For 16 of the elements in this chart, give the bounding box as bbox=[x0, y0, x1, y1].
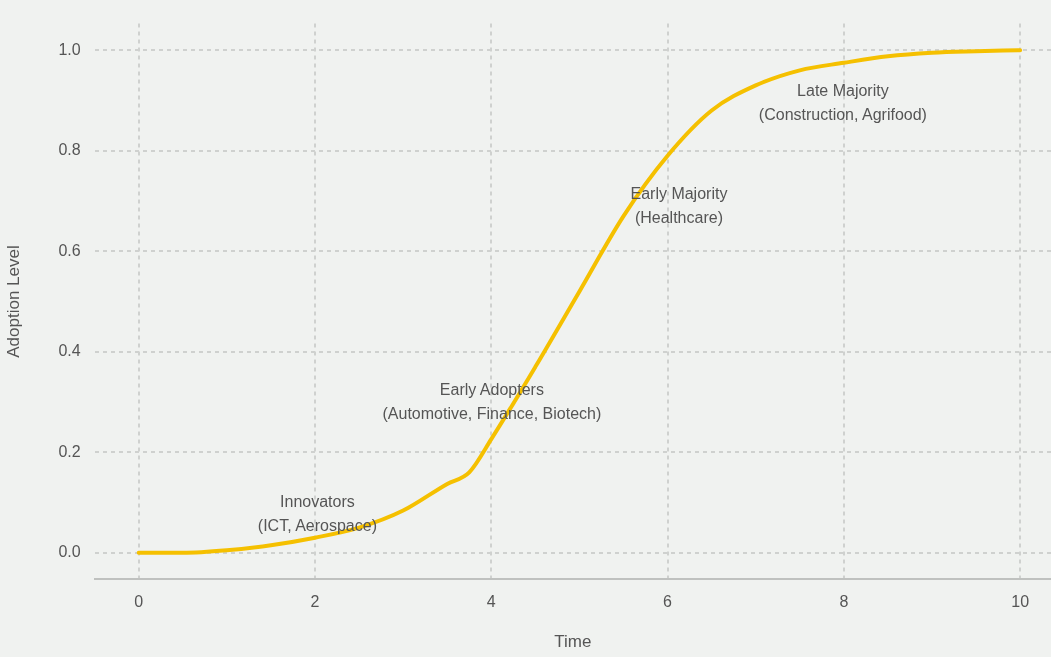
line-series bbox=[136, 48, 1023, 555]
y-tick-label: 0.4 bbox=[58, 342, 81, 360]
x-tick-label: 6 bbox=[663, 593, 673, 611]
x-tick-label: 2 bbox=[310, 593, 320, 611]
y-tick-label: 0.0 bbox=[58, 543, 81, 561]
y-tick-label: 0.8 bbox=[58, 141, 81, 159]
y-tick-label: 1.0 bbox=[58, 40, 81, 58]
y-axis-title: Adoption Level bbox=[3, 245, 23, 358]
annotation: Late Majority (Construction, Agrifood) bbox=[758, 82, 927, 124]
y-tick-label: 0.2 bbox=[58, 442, 81, 460]
x-tick-label: 8 bbox=[839, 593, 849, 611]
x-tick-label: 0 bbox=[134, 593, 144, 611]
x-tick-label: 10 bbox=[1011, 593, 1030, 611]
x-axis-title: Time bbox=[554, 632, 592, 652]
x-tick-label: 4 bbox=[486, 593, 496, 611]
y-tick-label: 0.6 bbox=[58, 241, 81, 259]
